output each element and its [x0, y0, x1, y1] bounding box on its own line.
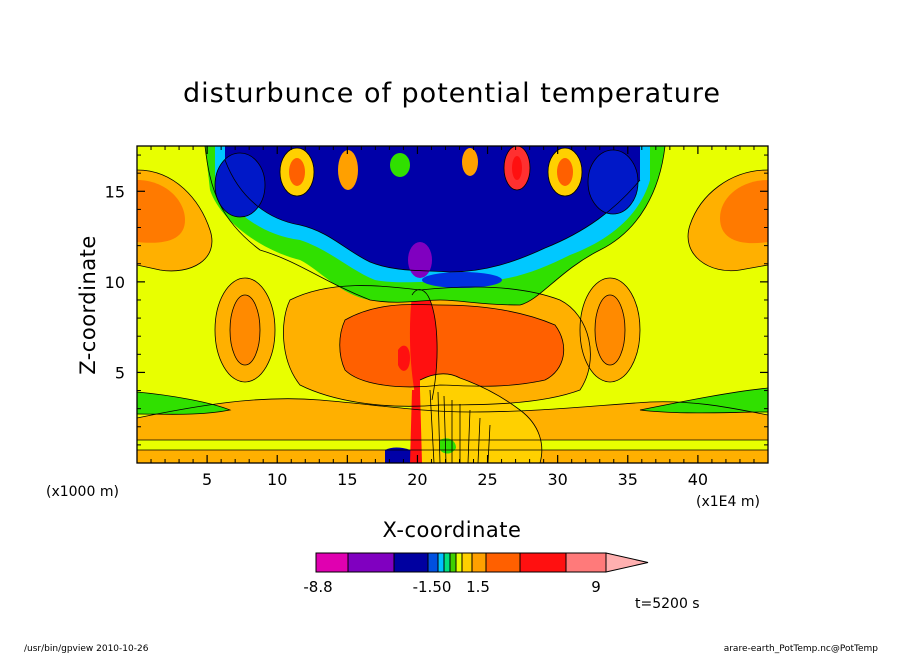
colorbar-segment: [471, 552, 487, 573]
colorbar-segment: [393, 552, 429, 573]
colorbar-segment: [437, 552, 445, 573]
colorbar-label: -8.8: [303, 578, 332, 596]
colorbar-segment: [315, 552, 349, 573]
colorbar-segment: [449, 552, 457, 573]
x-scale-note: (x1E4 m): [696, 494, 760, 510]
x-tick-label: 35: [618, 470, 638, 489]
chart-title: disturbunce of potential temperature: [183, 78, 721, 109]
contour-field: [137, 146, 768, 463]
plot-frame: [136, 145, 769, 464]
footer-right: arare-earth_PotTemp.nc@PotTemp: [724, 644, 879, 654]
x-axis: 5 10 15 20 25 30 35 40: [150, 146, 755, 489]
colorbar-segment: [461, 552, 473, 573]
y-tick-label: 15: [105, 182, 125, 201]
colorbar-extend-arrow: [605, 552, 649, 573]
left-green-band: [137, 392, 230, 415]
x-tick-label: 40: [688, 470, 708, 489]
colorbar-segment: [347, 552, 395, 573]
colorbar-segment: [443, 552, 451, 573]
x-tick-label: 20: [407, 470, 427, 489]
x-tick-label: 25: [477, 470, 497, 489]
time-label: t=5200 s: [635, 596, 700, 612]
x-tick-label: 10: [267, 470, 287, 489]
colorbar-segment: [427, 552, 439, 573]
y-tick-label: 5: [115, 363, 125, 382]
y-tick-label: 10: [105, 273, 125, 292]
upper-blue-region: [225, 146, 640, 272]
x-tick-label: 30: [547, 470, 567, 489]
x-tick-label: 5: [202, 470, 212, 489]
colorbar-segment: [455, 552, 463, 573]
y-axis-label: Z-coordinate: [76, 235, 100, 375]
colorbar-segment: [565, 552, 607, 573]
right-green-band: [640, 388, 768, 413]
footer-left: /usr/bin/gpview 2010-10-26: [24, 644, 149, 654]
y-scale-note: (x1000 m): [46, 484, 119, 500]
x-axis-label: X-coordinate: [383, 518, 522, 542]
colorbar-label: 9: [591, 578, 601, 596]
colorbar-segment: [485, 552, 521, 573]
colorbar-label: -1.50: [413, 578, 452, 596]
contour-lines: [137, 146, 768, 463]
colorbar: [315, 552, 649, 573]
y-axis: 5 10 15: [105, 154, 768, 446]
colorbar-labels: -8.8 -1.50 1.5 9: [303, 578, 600, 596]
colorbar-segment: [519, 552, 567, 573]
colorbar-label: 1.5: [466, 578, 490, 596]
x-tick-label: 15: [337, 470, 357, 489]
